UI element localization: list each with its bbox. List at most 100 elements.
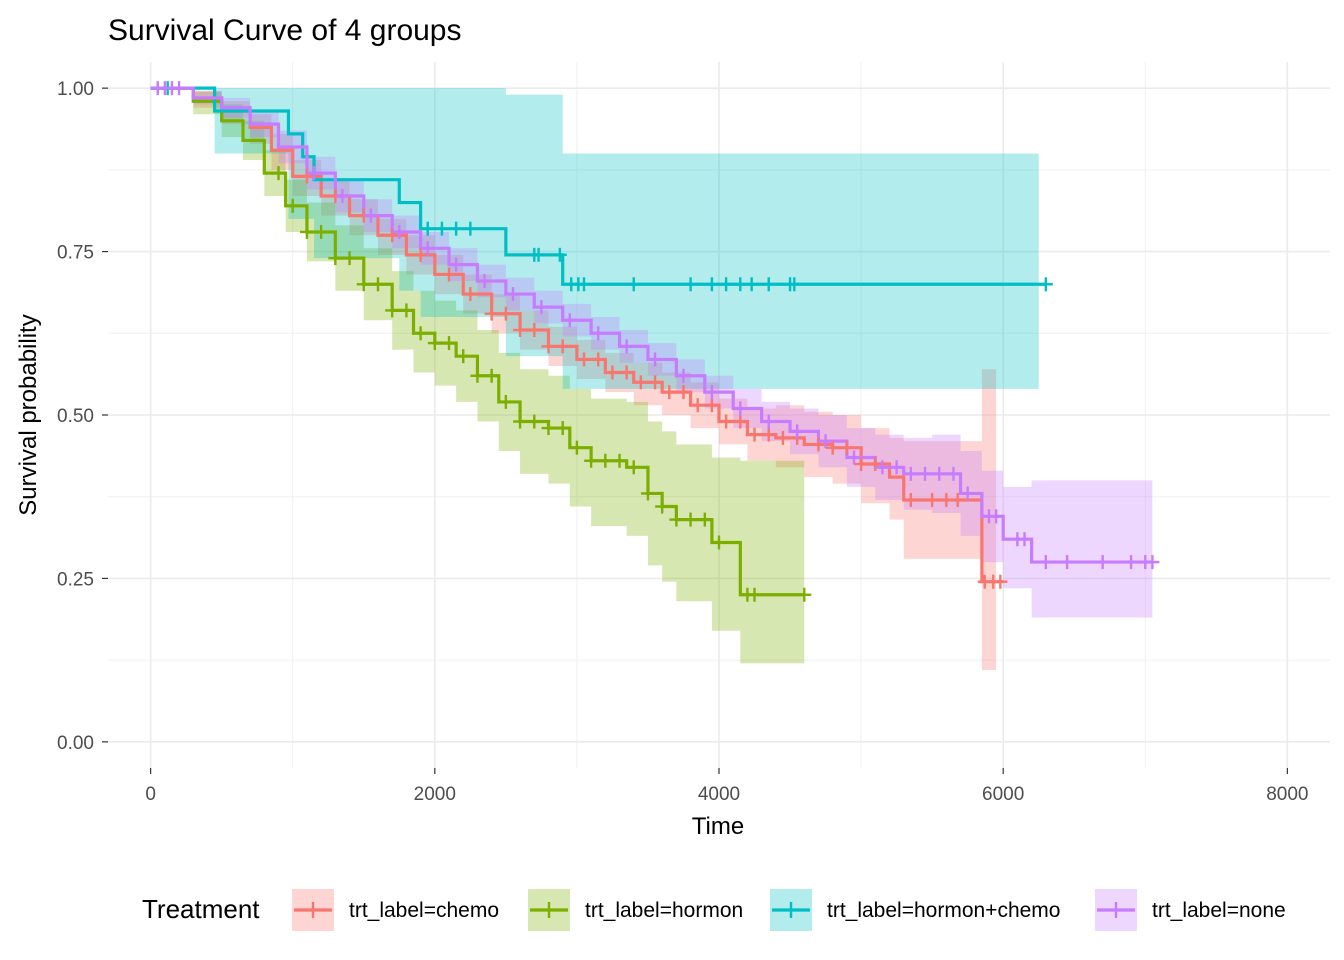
censor-mark-hormon	[626, 460, 641, 475]
ci-band-none	[150, 88, 1153, 618]
censor-mark-hormon	[584, 453, 599, 468]
censor-mark-hormon	[299, 224, 314, 239]
censor-mark-hormon-chemo	[449, 221, 464, 236]
censor-mark-chemo	[704, 398, 719, 413]
censor-mark-hormon-chemo	[744, 277, 759, 292]
censor-mark-chemo	[498, 306, 513, 321]
censor-mark-hormon	[413, 326, 428, 341]
censor-mark-chemo	[633, 375, 648, 390]
censor-mark-chemo	[527, 323, 542, 338]
legend-item-chemo: trt_label=chemo	[292, 889, 499, 931]
censor-mark-hormon-chemo	[704, 277, 719, 292]
censor-mark-none	[1095, 555, 1110, 570]
censor-mark-none	[307, 166, 322, 181]
ci-band-hormon-chemo	[150, 88, 1039, 389]
censor-mark-none	[335, 189, 350, 204]
censor-mark-chemo	[513, 323, 528, 338]
censor-mark-hormon	[640, 486, 655, 501]
y-tick-label: 1.00	[57, 79, 94, 100]
censor-mark-hormon	[328, 251, 343, 266]
censor-mark-none	[420, 241, 435, 256]
censor-mark-none	[562, 313, 577, 328]
censor-mark-none	[846, 450, 861, 465]
censor-mark-hormon	[271, 166, 286, 181]
censor-mark-hormon	[470, 368, 485, 383]
y-axis-title: Survival probability	[15, 314, 42, 515]
censor-mark-chemo	[733, 414, 748, 429]
censor-mark-none	[392, 224, 407, 239]
censor-mark-chemo	[811, 437, 826, 452]
censor-mark-chemo	[950, 492, 965, 507]
censor-mark-hormon	[314, 224, 329, 239]
censor-mark-none	[449, 257, 464, 272]
censor-mark-hormon	[456, 349, 471, 364]
censor-mark-none	[648, 352, 663, 367]
censor-mark-none	[918, 466, 933, 481]
censor-mark-chemo	[839, 440, 854, 455]
legend-title: Treatment	[142, 894, 260, 924]
censor-mark-chemo	[775, 430, 790, 445]
censor-mark-none	[363, 208, 378, 223]
censor-mark-chemo	[299, 169, 314, 184]
censor-mark-hormon	[669, 512, 684, 527]
censor-mark-chemo	[854, 457, 869, 472]
censor-mark-none	[1145, 555, 1160, 570]
censor-mark-chemo	[868, 457, 883, 472]
censor-mark-none	[704, 385, 719, 400]
censor-mark-none	[761, 414, 776, 429]
censor-mark-hormon-chemo	[420, 221, 435, 236]
censor-mark-hormon-chemo	[577, 277, 592, 292]
censor-mark-hormon-chemo	[552, 247, 567, 262]
censor-mark-chemo	[662, 385, 677, 400]
chart-title: Survival Curve of 4 groups	[108, 14, 462, 47]
censor-mark-none	[946, 466, 961, 481]
censor-mark-hormon-chemo	[531, 247, 546, 262]
censor-mark-hormon-chemo	[626, 277, 641, 292]
censor-mark-hormon	[498, 394, 513, 409]
censor-mark-chemo	[442, 267, 457, 282]
censor-mark-chemo	[747, 427, 762, 442]
censor-mark-none	[477, 273, 492, 288]
censor-mark-hormon	[356, 277, 371, 292]
censor-mark-none	[1038, 555, 1053, 570]
censor-mark-hormon-chemo	[463, 221, 478, 236]
censor-mark-chemo	[605, 365, 620, 380]
censor-mark-none	[932, 466, 947, 481]
y-tick-label: 0.75	[57, 243, 94, 264]
censor-mark-hormon	[747, 587, 762, 602]
censor-mark-chemo	[825, 440, 840, 455]
censor-mark-hormon	[513, 414, 528, 429]
censor-mark-none	[619, 339, 634, 354]
censor-mark-hormon	[285, 198, 300, 213]
censor-mark-hormon	[697, 512, 712, 527]
survival-line-hormon-chemo	[150, 86, 1046, 286]
legend: Treatment trt_label=chemo trt_label=hormo…	[142, 889, 1286, 931]
censor-mark-chemo	[591, 352, 606, 367]
censor-mark-chemo	[541, 339, 556, 354]
censor-mark-hormon	[399, 303, 414, 318]
censor-mark-chemo	[577, 352, 592, 367]
x-tick-label: 4000	[698, 784, 740, 805]
censor-mark-hormon	[712, 535, 726, 550]
censor-mark-hormon	[527, 414, 542, 429]
censor-mark-hormon	[797, 587, 812, 602]
censor-mark-chemo	[676, 385, 691, 400]
censor-mark-none	[989, 509, 1004, 524]
legend-item-none: trt_label=none	[1095, 889, 1286, 931]
censor-mark-hormon	[442, 336, 457, 351]
x-tick-label: 0	[145, 784, 156, 805]
censor-mark-hormon	[370, 277, 385, 292]
censor-mark-chemo	[619, 365, 634, 380]
censor-mark-hormon	[385, 303, 400, 318]
censor-mark-hormon	[655, 499, 670, 514]
censor-mark-none	[505, 287, 520, 302]
censor-mark-none	[1060, 555, 1075, 570]
censor-mark-hormon	[612, 453, 627, 468]
censor-mark-none	[889, 460, 904, 475]
censor-mark-none	[790, 424, 805, 439]
censor-mark-chemo	[385, 228, 400, 243]
censor-mark-none	[534, 300, 549, 315]
censor-mark-none	[591, 326, 606, 341]
censor-mark-hormon	[598, 453, 613, 468]
